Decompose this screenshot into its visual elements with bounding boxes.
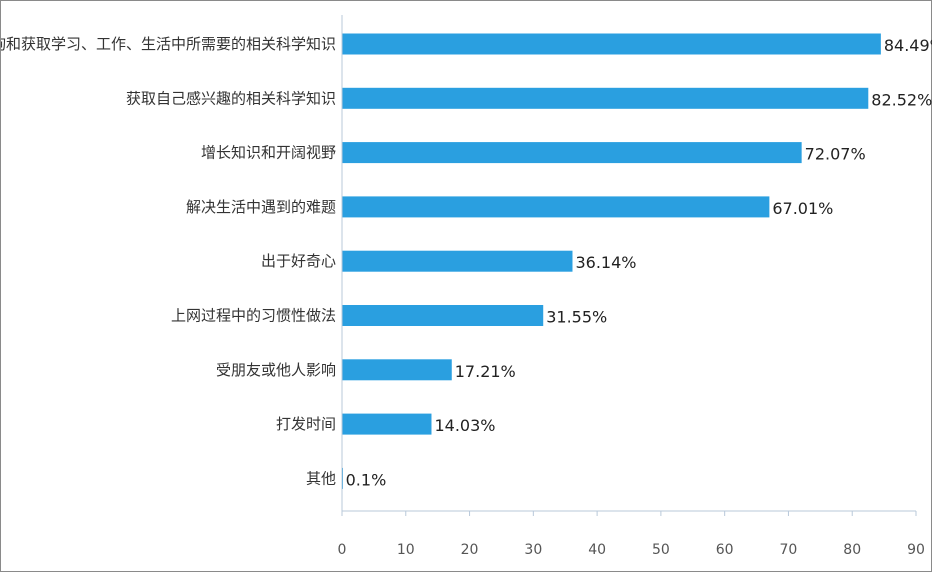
category-label: 查询和获取学习、工作、生活中所需要的相关科学知识: [1, 35, 336, 53]
x-tick-label: 0: [338, 542, 347, 558]
data-label: 17.21%: [455, 362, 516, 381]
bar: [342, 305, 544, 326]
bars-layer: 查询和获取学习、工作、生活中所需要的相关科学知识 84.49% 获取自己感兴趣的相关…: [1, 33, 932, 489]
x-tick-label: 10: [397, 542, 415, 558]
data-label: 84.49%: [884, 36, 932, 55]
data-label: 82.52%: [871, 90, 932, 109]
bar: [342, 33, 881, 55]
x-tick-label: 90: [907, 542, 925, 558]
bar: [342, 87, 869, 109]
x-tick-label: 60: [716, 542, 734, 558]
category-label: 解决生活中遇到的难题: [186, 198, 336, 216]
x-tick-label: 80: [843, 542, 861, 558]
bar: [342, 250, 573, 272]
x-tick-label: 70: [780, 542, 798, 558]
bar: [342, 142, 802, 164]
x-tick-label: 50: [652, 542, 670, 558]
category-label: 获取自己感兴趣的相关科学知识: [126, 89, 336, 107]
x-ticks-layer: 0 10 20 30 40 50 60 70 80 90: [338, 511, 925, 558]
bar: [342, 359, 452, 381]
data-label: 14.03%: [434, 416, 495, 435]
bar: [342, 196, 770, 218]
data-label: 36.14%: [575, 253, 636, 272]
data-label: 67.01%: [772, 199, 833, 218]
bar: [342, 413, 432, 435]
category-label: 增长知识和开阔视野: [201, 144, 336, 162]
category-label: 出于好奇心: [261, 252, 336, 270]
category-label: 其他: [306, 469, 336, 487]
category-label: 打发时间: [276, 415, 336, 433]
x-tick-label: 20: [461, 542, 479, 558]
x-tick-label: 30: [524, 542, 542, 558]
data-label: 0.1%: [346, 470, 387, 489]
x-tick-label: 40: [588, 542, 606, 558]
category-label: 上网过程中的习惯性做法: [171, 307, 336, 325]
data-label: 31.55%: [546, 308, 607, 327]
category-label: 受朋友或他人影响: [216, 361, 336, 379]
data-label: 72.07%: [805, 145, 866, 164]
